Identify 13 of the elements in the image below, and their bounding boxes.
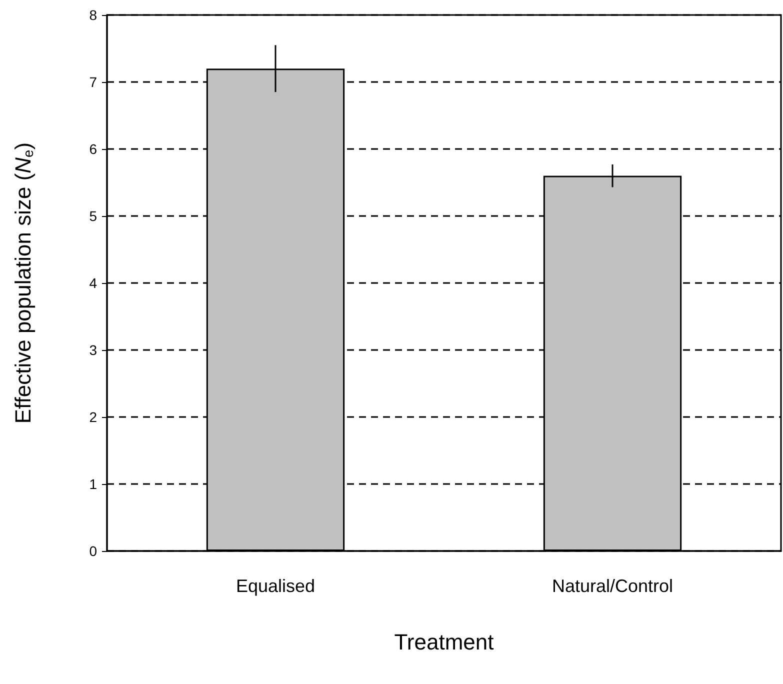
x-tick-label: Natural/Control xyxy=(552,576,674,596)
y-tick-label: 4 xyxy=(89,275,98,291)
y-tick-label: 2 xyxy=(89,409,98,425)
x-tick-label: Equalised xyxy=(236,576,316,596)
y-tick-label: 0 xyxy=(89,543,98,559)
y-tick-label: 6 xyxy=(89,141,98,157)
y-axis-title: Effective population size (Ne) xyxy=(10,142,36,424)
y-tick-label: 3 xyxy=(89,342,98,358)
y-tick-label: 7 xyxy=(89,74,98,90)
y-tick-label: 8 xyxy=(89,7,98,23)
y-tick-label: 1 xyxy=(89,476,98,492)
y-tick-label: 5 xyxy=(89,208,98,224)
x-axis-title: Treatment xyxy=(394,630,494,654)
